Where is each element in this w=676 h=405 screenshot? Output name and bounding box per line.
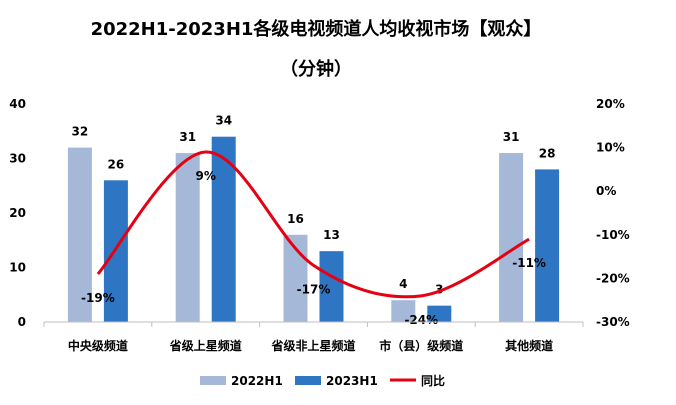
category-label: 中央级频道 — [68, 338, 128, 353]
bar-data-label: 28 — [539, 146, 556, 160]
bar-data-label: 16 — [287, 212, 304, 226]
left-axis-tick-label: 0 — [18, 315, 26, 329]
legend-label: 2022H1 — [231, 374, 283, 388]
left-axis-tick-label: 20 — [9, 206, 26, 220]
yoy-data-label: -19% — [81, 291, 115, 305]
chart-title: 2022H1-2023H1各级电视频道人均收视市场【观众】 — [91, 18, 542, 40]
right-axis-tick-label: -20% — [596, 271, 630, 285]
right-axis-tick-label: -30% — [596, 315, 630, 329]
bar-data-label: 13 — [323, 228, 340, 242]
legend: 2022H1 2023H1 同比 — [200, 373, 445, 388]
bar-2022H1 — [67, 147, 92, 322]
bar-2023H1 — [535, 169, 560, 322]
category-label: 省级非上星频道 — [270, 338, 355, 353]
yoy-data-label: -24% — [404, 313, 438, 327]
legend-swatch-2022H1 — [200, 376, 226, 385]
left-axis-tick-label: 30 — [9, 152, 26, 166]
bar-data-label: 26 — [108, 157, 125, 171]
bar-2023H1 — [211, 136, 236, 322]
right-axis-tick-label: -10% — [596, 228, 630, 242]
bar-data-label: 31 — [503, 130, 520, 144]
left-axis: 0 10 20 30 40 — [9, 97, 26, 329]
left-axis-tick-label: 10 — [9, 261, 26, 275]
bar-2022H1 — [175, 153, 200, 322]
bar-data-label: 32 — [72, 125, 89, 139]
bar-2023H1 — [319, 251, 344, 322]
bar-2023H1 — [427, 305, 452, 322]
bar-2022H1 — [499, 153, 524, 322]
legend-label: 2023H1 — [326, 374, 378, 388]
yoy-line — [96, 150, 530, 299]
category-label: 省级上星频道 — [169, 338, 242, 353]
yoy-data-label: -11% — [512, 256, 546, 270]
right-axis: -30% -20% -10% 0% 10% 20% — [596, 97, 630, 329]
legend-swatch-2023H1 — [295, 376, 321, 385]
bar-data-label: 4 — [399, 277, 407, 291]
bar-2022H1 — [391, 300, 416, 322]
yoy-data-label: 9% — [196, 169, 216, 183]
bar-data-label: 31 — [179, 130, 196, 144]
legend-label: 同比 — [421, 373, 445, 388]
x-axis: 中央级频道 省级上星频道 省级非上星频道 市（县）级频道 其他频道 — [43, 321, 584, 353]
bar-data-label: 34 — [215, 114, 232, 128]
right-axis-tick-label: 20% — [596, 97, 625, 111]
yoy-line-layer: -19% 9% -17% -24% -11% — [81, 150, 546, 327]
right-axis-tick-label: 10% — [596, 141, 625, 155]
right-axis-tick-label: 0% — [596, 184, 616, 198]
chart-subtitle: （分钟） — [280, 58, 352, 80]
category-label: 市（县）级频道 — [379, 338, 463, 353]
yoy-data-label: -17% — [297, 282, 331, 296]
category-label: 其他频道 — [505, 338, 553, 353]
left-axis-tick-label: 40 — [9, 97, 26, 111]
